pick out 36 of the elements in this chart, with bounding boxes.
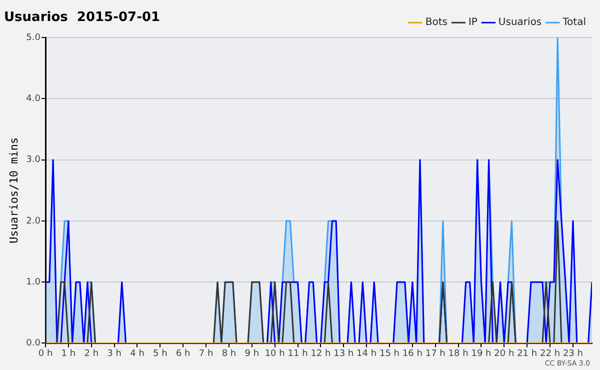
x-tick-label: 10 h	[264, 348, 285, 359]
legend-label: Bots	[425, 17, 448, 28]
y-tick-label: 5.0	[26, 32, 41, 43]
x-tick-label: 20 h	[494, 348, 514, 359]
x-tick-label: 22 h	[540, 348, 560, 359]
x-tick-label: 19 h	[471, 348, 492, 359]
x-tick-label: 4 h	[130, 348, 144, 359]
x-tick-label: 13 h	[334, 348, 354, 359]
x-tick-label: 12 h	[310, 348, 331, 359]
x-tick-label: 15 h	[379, 348, 400, 359]
x-tick-label: 3 h	[107, 348, 122, 359]
x-tick-label: 11 h	[288, 348, 308, 359]
x-tick-label: 17 h	[425, 348, 446, 359]
y-axis-title: Usuarios/10 mins	[7, 137, 20, 244]
chart-title: Usuarios 2015-07-01	[4, 10, 160, 26]
x-tick-label: 8 h	[222, 348, 236, 359]
x-tick-label: 7 h	[198, 348, 214, 359]
x-tick-label: 16 h	[402, 348, 422, 359]
x-tick-label: 18 h	[448, 348, 468, 359]
y-tick-label: 0.0	[26, 338, 41, 349]
y-tick-label: 4.0	[26, 94, 41, 104]
legend-label: Usuarios	[498, 17, 542, 28]
y-tick-label: 2.0	[26, 216, 41, 226]
x-tick-label: 5 h	[153, 348, 168, 359]
x-tick-label: 6 h	[176, 348, 190, 359]
legend-label: IP	[468, 17, 478, 28]
x-tick-label: 0 h	[38, 348, 53, 359]
x-tick-label: 23 h	[562, 348, 583, 359]
x-tick-label: 14 h	[356, 348, 377, 359]
x-tick-label: 9 h	[244, 348, 260, 359]
legend-label: Total	[562, 17, 586, 28]
x-tick-label: 2 h	[84, 348, 99, 359]
x-tick-label: 1 h	[61, 348, 76, 359]
y-tick-label: 3.0	[26, 155, 41, 166]
x-tick-label: 21 h	[517, 348, 538, 359]
y-tick-label: 1.0	[26, 277, 41, 288]
